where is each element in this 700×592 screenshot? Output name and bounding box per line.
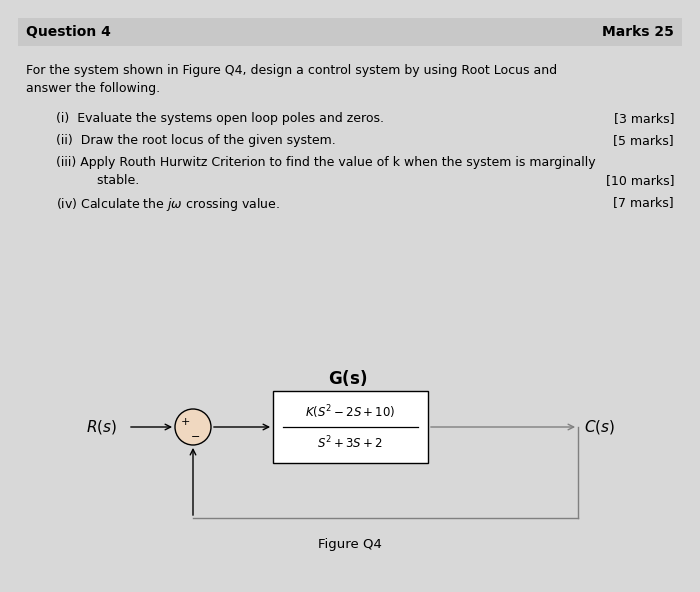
Bar xyxy=(273,391,428,463)
Text: (i)  Evaluate the systems open loop poles and zeros.: (i) Evaluate the systems open loop poles… xyxy=(56,112,384,125)
Text: Marks 25: Marks 25 xyxy=(602,25,674,39)
Text: answer the following.: answer the following. xyxy=(26,82,160,95)
Text: $S^2 + 3S + 2$: $S^2 + 3S + 2$ xyxy=(318,435,384,451)
Text: Figure Q4: Figure Q4 xyxy=(318,538,382,551)
Circle shape xyxy=(175,409,211,445)
Text: +: + xyxy=(181,417,190,427)
Text: −: − xyxy=(191,432,201,442)
Text: Question 4: Question 4 xyxy=(26,25,111,39)
Text: [5 marks]: [5 marks] xyxy=(613,134,674,147)
Text: [10 marks]: [10 marks] xyxy=(606,174,674,187)
Text: $K(S^2 - 2S + 10)$: $K(S^2 - 2S + 10)$ xyxy=(305,404,395,422)
Text: $\mathbf{\it{R(s)}}$: $\mathbf{\it{R(s)}}$ xyxy=(86,418,117,436)
Bar xyxy=(18,18,682,46)
Text: (ii)  Draw the root locus of the given system.: (ii) Draw the root locus of the given sy… xyxy=(56,134,336,147)
Text: [3 marks]: [3 marks] xyxy=(613,112,674,125)
Text: $\mathbf{G(s)}$: $\mathbf{G(s)}$ xyxy=(328,368,368,388)
Text: [7 marks]: [7 marks] xyxy=(613,196,674,209)
Text: For the system shown in Figure Q4, design a control system by using Root Locus a: For the system shown in Figure Q4, desig… xyxy=(26,64,557,77)
Text: stable.: stable. xyxy=(73,174,139,187)
Text: (iii) Apply Routh Hurwitz Criterion to find the value of k when the system is ma: (iii) Apply Routh Hurwitz Criterion to f… xyxy=(56,156,596,169)
Text: (iv) Calculate the $j\omega$ crossing value.: (iv) Calculate the $j\omega$ crossing va… xyxy=(56,196,280,213)
Text: $\mathbf{\it{C(s)}}$: $\mathbf{\it{C(s)}}$ xyxy=(584,418,615,436)
